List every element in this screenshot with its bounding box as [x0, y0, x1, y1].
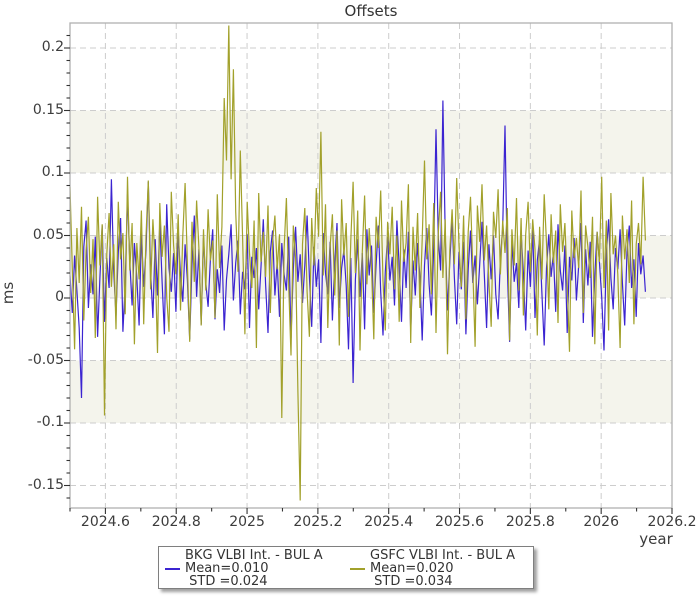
legend: BKG VLBI Int. - BUL A Mean=0.010 STD =0.… — [158, 546, 534, 589]
y-tick-label: -0.15 — [27, 476, 64, 493]
legend-std-value: STD =0.024 — [185, 574, 268, 589]
legend-entry-gsfc: GSFC VLBI Int. - BUL A Mean=0.020 STD =0… — [348, 549, 533, 588]
x-tick-label: 2024.8 — [151, 514, 201, 530]
x-tick-label: 2024.6 — [80, 514, 130, 530]
x-tick-label: 2025.8 — [505, 514, 555, 530]
gsfc-line-swatch-icon — [350, 567, 365, 570]
legend-mean-value: Mean=0.020 — [370, 561, 454, 576]
y-tick-label: 0.05 — [32, 226, 64, 243]
chart-title: Offsets — [344, 2, 398, 20]
y-tick-label: -0.1 — [36, 414, 64, 430]
y-tick-label: 0 — [55, 289, 64, 305]
x-tick-label: 2025.4 — [364, 514, 414, 530]
bkg-line-swatch-icon — [165, 567, 180, 570]
legend-std-value: STD =0.034 — [370, 574, 453, 589]
x-tick-label: 2025.6 — [435, 514, 485, 530]
legend-entry-bkg: BKG VLBI Int. - BUL A Mean=0.010 STD =0.… — [163, 549, 348, 588]
y-tick-label: -0.05 — [27, 351, 64, 368]
x-tick-label: 2025.2 — [293, 514, 343, 530]
legend-series-name: GSFC VLBI Int. - BUL A — [370, 548, 515, 563]
shaded-band — [70, 110, 672, 173]
x-axis-label: year — [639, 530, 673, 548]
y-tick-label: 0.2 — [41, 39, 64, 55]
x-tick-label: 2026 — [583, 514, 619, 530]
legend-mean-value: Mean=0.010 — [185, 561, 269, 576]
series-line-gsfc — [69, 25, 646, 501]
y-tick-label: 0.1 — [41, 164, 64, 180]
x-tick-label: 2026.2 — [647, 514, 697, 530]
legend-series-name: BKG VLBI Int. - BUL A — [185, 548, 323, 563]
x-tick-label: 2025 — [229, 514, 265, 530]
y-tick-label: 0.15 — [32, 101, 64, 118]
shaded-band — [70, 360, 672, 423]
plot-border — [69, 22, 673, 509]
